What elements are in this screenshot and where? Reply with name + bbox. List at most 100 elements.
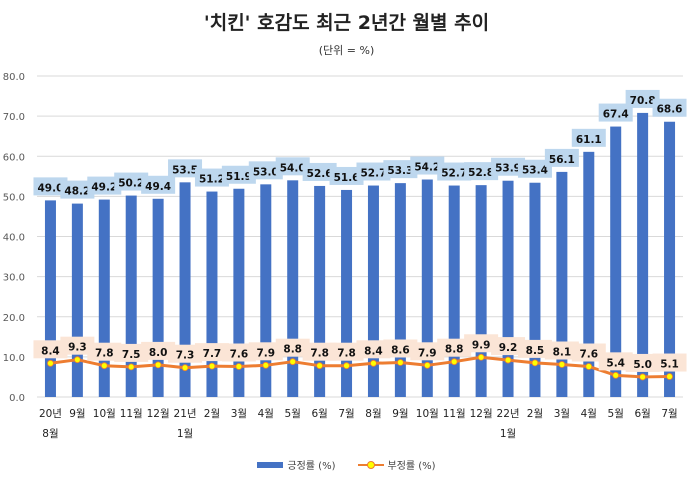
line-data-label-bg	[141, 341, 176, 360]
line-data-label: 8.4	[41, 345, 60, 357]
line-marker	[531, 359, 539, 367]
bar-data-label: 54.2	[414, 162, 440, 174]
x-tick-label: 6월	[634, 408, 650, 420]
line-marker	[208, 362, 216, 370]
bar	[502, 180, 514, 397]
line-data-label-bg	[410, 342, 445, 361]
bar-data-label: 52.7	[441, 168, 467, 180]
line-marker	[343, 362, 350, 370]
bar-data-label: 52.6	[307, 168, 333, 180]
bar-data-label-bg	[33, 177, 68, 196]
line-data-label-bg	[248, 342, 283, 361]
line-marker	[235, 363, 243, 370]
bar	[475, 185, 487, 397]
bar-data-label-bg	[114, 172, 149, 191]
line-data-label: 9.3	[68, 342, 87, 354]
line-data-label: 7.9	[256, 347, 275, 359]
line-data-label-bg	[329, 342, 364, 361]
line-marker	[370, 359, 377, 367]
bar	[44, 200, 56, 397]
bar	[448, 185, 460, 397]
x-tick-label: 20년	[39, 408, 62, 420]
bar	[287, 180, 299, 397]
x-tick-label: 2월	[527, 408, 543, 420]
bar-data-label-bg	[60, 180, 95, 199]
bar-data-label-bg	[383, 160, 418, 179]
bar-data-label-bg	[598, 103, 633, 122]
bar-data-label-bg	[275, 157, 310, 176]
bar-data-label-bg	[464, 162, 499, 181]
bar-data-label: 52.7	[360, 168, 386, 180]
legend-swatch-line	[357, 460, 384, 469]
line-data-label: 8.0	[149, 347, 168, 359]
line-marker	[666, 373, 673, 380]
line-marker	[612, 371, 620, 379]
line-data-label-bg	[114, 343, 149, 362]
x-tick-label: 8월	[42, 428, 58, 440]
line-data-label: 9.2	[499, 342, 518, 354]
line-data-label-bg	[194, 343, 229, 362]
legend-swatch-bar	[257, 461, 284, 468]
x-tick-label: 7월	[338, 408, 354, 420]
line-data-label-bg	[87, 342, 122, 361]
line-marker	[289, 358, 297, 366]
bar-data-label: 56.1	[549, 154, 575, 166]
bar-data-label: 54.0	[280, 162, 306, 174]
line-marker	[423, 361, 431, 369]
line-data-label-bg	[33, 340, 68, 359]
legend-item-positive: 긍정률 (%)	[257, 457, 336, 472]
y-tick-label: 0.0	[9, 393, 25, 404]
line-data-label: 7.8	[310, 348, 329, 360]
legend-label: 긍정률 (%)	[287, 461, 336, 472]
bar	[556, 171, 568, 397]
line-data-label-bg	[221, 343, 256, 362]
chart-title: '치킨' 호감도 최근 2년간 월별 추이	[203, 12, 490, 34]
legend: 긍정률 (%) 부정률 (%)	[0, 457, 693, 472]
line-data-label-bg	[168, 344, 203, 363]
bar-data-label-bg	[517, 159, 552, 178]
x-tick-label: 3월	[231, 408, 247, 420]
bar	[206, 191, 218, 397]
x-tick-label: 1월	[500, 428, 516, 440]
bar	[233, 188, 245, 397]
bar	[98, 199, 110, 397]
bar-data-label-bg	[168, 159, 203, 178]
line-marker	[127, 363, 135, 371]
chart-subtitle: (단위 = %)	[318, 44, 375, 57]
bar-data-label: 53.3	[387, 165, 413, 177]
bar-data-label: 53.5	[172, 164, 198, 176]
bar	[529, 182, 541, 397]
line-data-label: 7.5	[122, 349, 141, 361]
x-tick-label: 5월	[285, 408, 301, 420]
line-series	[50, 355, 670, 379]
line-data-label: 7.8	[95, 348, 114, 360]
x-tick-label: 12월	[147, 408, 170, 420]
x-tick-label: 4월	[258, 408, 274, 420]
bar-data-label: 53.4	[522, 165, 548, 177]
line-data-label-bg	[464, 334, 499, 353]
y-tick-label: 30.0	[3, 273, 25, 284]
line-data-label-bg	[383, 339, 418, 358]
bar-data-label: 51.9	[226, 171, 252, 183]
line-marker	[639, 373, 647, 381]
line-data-label: 7.6	[579, 349, 598, 361]
bar	[260, 184, 272, 397]
line-marker	[316, 362, 324, 370]
y-tick-label: 80.0	[3, 72, 25, 83]
line-data-label: 9.9	[472, 339, 491, 351]
line-data-label-bg	[571, 343, 606, 362]
bar-data-label: 68.6	[657, 104, 683, 116]
bar	[341, 189, 353, 397]
bar-data-label: 51.2	[199, 174, 225, 186]
x-tick-label: 21년	[174, 408, 197, 420]
bar-data-label-bg	[248, 161, 283, 180]
line-data-label-bg	[598, 352, 633, 371]
bar-data-label: 49.2	[91, 182, 117, 194]
y-tick-label: 40.0	[3, 233, 25, 244]
bar	[664, 121, 676, 398]
bar	[610, 126, 622, 398]
x-tick-label: 22년	[497, 408, 520, 420]
bar-data-label: 50.2	[118, 178, 144, 190]
line-marker	[100, 362, 108, 370]
x-tick-label: 7월	[661, 408, 677, 420]
